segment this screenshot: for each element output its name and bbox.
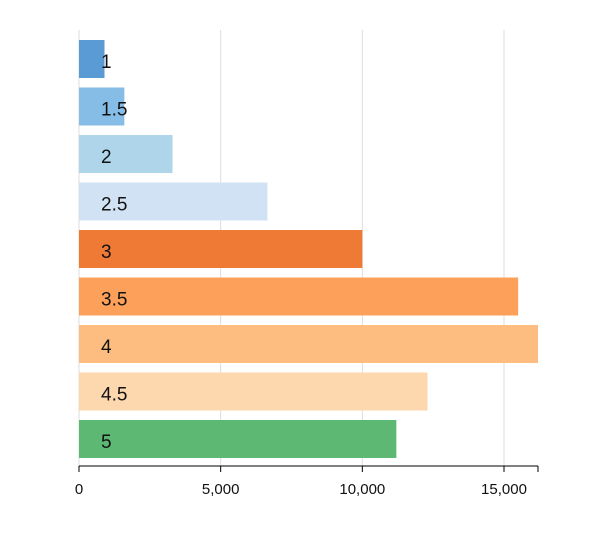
x-tick-label-2: 10,000 [339, 481, 385, 498]
bar-label-5: 5 [101, 432, 112, 453]
bar-5 [79, 420, 397, 458]
bar-label-2.5: 2.5 [101, 195, 127, 216]
bar-label-3.5: 3.5 [101, 290, 127, 311]
bar-label-1.5: 1.5 [101, 100, 127, 121]
bar-label-4: 4 [101, 337, 112, 358]
bar-1.5 [79, 87, 125, 126]
x-tick-label-0: 0 [75, 481, 83, 498]
bar-4 [79, 325, 538, 363]
bar-label-1: 1 [101, 52, 112, 73]
bar-3 [79, 230, 363, 268]
bar-label-4.5: 4.5 [101, 385, 127, 406]
bar-label-3: 3 [101, 242, 112, 263]
x-tick-label-1: 5,000 [202, 481, 240, 498]
bar-3.5 [79, 277, 519, 316]
x-axis: 0 5,000 10,000 15,000 [75, 465, 539, 498]
bar-2 [79, 135, 173, 173]
bar-1 [79, 40, 105, 78]
bar-2.5 [79, 182, 268, 221]
bar-label-2: 2 [101, 147, 112, 168]
bar-layer: 1 1.5 2 2.5 3 3.5 4 4.5 5 [79, 40, 538, 458]
x-tick-label-3: 15,000 [481, 481, 527, 498]
bar-4.5 [79, 372, 428, 411]
